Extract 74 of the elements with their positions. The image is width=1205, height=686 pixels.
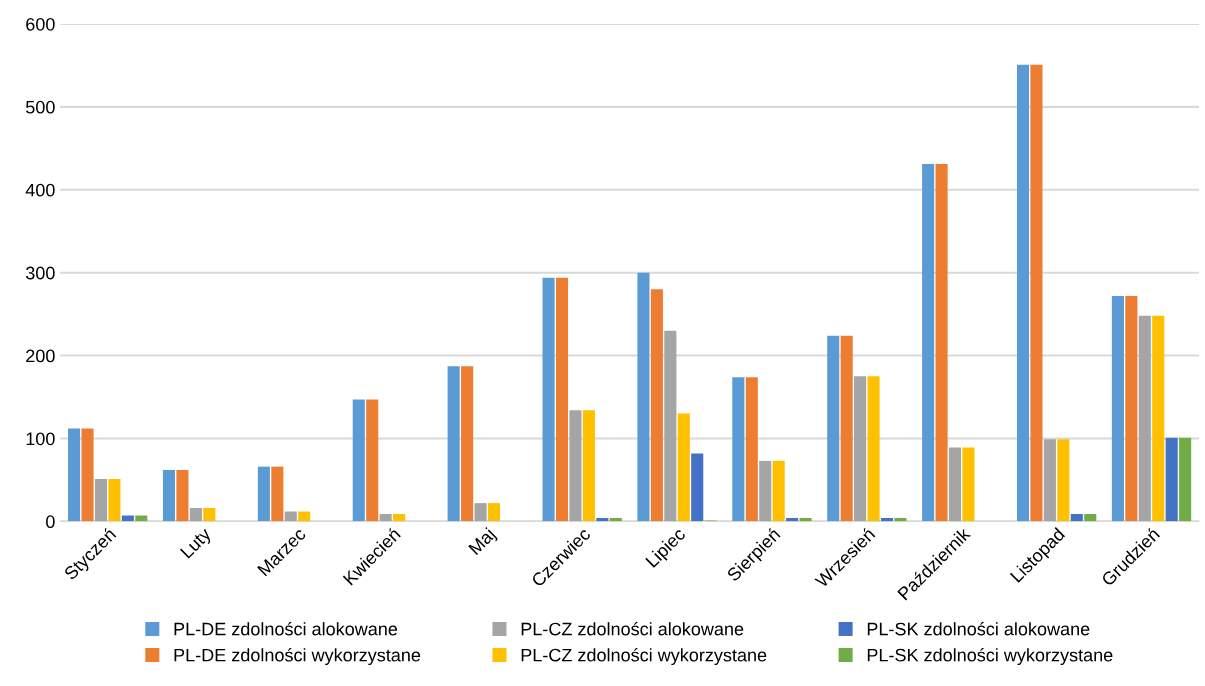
bar xyxy=(772,460,785,522)
bar xyxy=(555,277,569,522)
bar xyxy=(203,508,216,522)
bar xyxy=(922,164,935,522)
bar xyxy=(352,399,365,522)
bar xyxy=(880,518,894,522)
bar xyxy=(637,272,650,522)
bar xyxy=(732,377,745,522)
bar xyxy=(542,277,555,522)
bar xyxy=(894,518,907,522)
bar xyxy=(948,447,962,522)
x-tick-label: Maj xyxy=(467,527,499,558)
bar xyxy=(609,518,622,522)
bar xyxy=(1084,513,1097,522)
bar xyxy=(162,469,176,522)
bar xyxy=(1152,315,1165,522)
bar xyxy=(867,376,880,522)
bar xyxy=(691,453,704,522)
legend-label: PL-DE zdolności alokowane xyxy=(174,621,398,636)
bar xyxy=(1057,439,1070,522)
bar xyxy=(840,335,853,522)
bar xyxy=(759,460,772,522)
bar xyxy=(854,376,867,522)
bar xyxy=(271,466,284,522)
bar xyxy=(1030,64,1043,522)
legend-label: PL-SK zdolności wykorzystane xyxy=(867,648,1113,666)
bar xyxy=(1070,513,1083,522)
bar xyxy=(1016,64,1030,522)
bar xyxy=(664,330,677,522)
bar xyxy=(94,479,108,522)
bar xyxy=(935,164,948,522)
bar xyxy=(1111,295,1124,522)
bar xyxy=(284,511,297,522)
bar xyxy=(366,399,379,522)
bar xyxy=(257,466,270,522)
bar xyxy=(786,518,799,522)
y-tick-label: 100 xyxy=(26,432,55,446)
legend-label: PL-DE zdolności wykorzystane xyxy=(174,648,421,666)
legend-label: PL-SK zdolności alokowane xyxy=(867,621,1090,636)
bar xyxy=(799,518,812,522)
y-tick-label: 0 xyxy=(46,515,55,529)
bar xyxy=(379,513,392,522)
y-tick-label: 600 xyxy=(26,17,55,31)
bar xyxy=(298,511,311,522)
bar xyxy=(176,469,189,522)
bar xyxy=(1125,295,1138,522)
bar xyxy=(1179,437,1192,522)
bar xyxy=(1138,315,1151,522)
y-tick-label: 500 xyxy=(25,100,55,114)
bar xyxy=(81,428,94,522)
y-tick-label: 200 xyxy=(26,349,55,363)
bar xyxy=(108,479,121,522)
bar xyxy=(68,428,81,522)
x-tick-label: Luty xyxy=(179,526,215,562)
bar xyxy=(582,410,595,522)
bar xyxy=(962,447,975,522)
bar xyxy=(461,366,474,522)
legend-label: PL-CZ zdolności wykorzystane xyxy=(521,648,767,666)
bar xyxy=(1043,439,1056,522)
bar xyxy=(393,513,406,522)
y-tick-label: 400 xyxy=(25,183,55,197)
bar xyxy=(569,410,582,522)
bar xyxy=(447,366,460,522)
y-tick-label: 300 xyxy=(25,266,55,280)
bar xyxy=(745,377,758,522)
bar xyxy=(189,508,202,522)
bar xyxy=(677,413,690,522)
legend-label: PL-CZ zdolności alokowane xyxy=(521,621,744,636)
bar xyxy=(487,503,501,522)
bar xyxy=(596,518,609,522)
bar xyxy=(827,335,840,522)
bar xyxy=(1165,437,1178,522)
bar xyxy=(650,289,663,522)
bar xyxy=(474,503,487,522)
